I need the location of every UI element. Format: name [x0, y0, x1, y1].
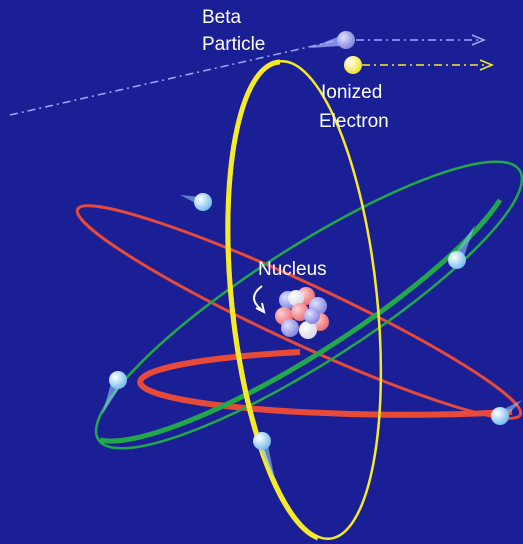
- nucleus: [253, 285, 329, 339]
- ionized-electron: [344, 56, 362, 74]
- electron: [448, 251, 466, 269]
- electrons: [102, 31, 522, 480]
- electron: [109, 371, 127, 389]
- labels: Beta Particle Ionized Electron Nucleus: [202, 7, 389, 280]
- green-orbit: [94, 160, 523, 450]
- nucleon: [281, 319, 299, 337]
- electron: [491, 407, 509, 425]
- label: Ionized: [321, 82, 382, 103]
- trajectories: [9, 34, 494, 116]
- orbits: [75, 59, 523, 541]
- nucleon: [304, 308, 320, 324]
- red-orbit-front: [137, 349, 513, 418]
- label: Electron: [319, 111, 389, 132]
- yellow-orbit-front: [225, 59, 319, 541]
- electron-arrow: [479, 59, 494, 71]
- beta-particle: [337, 31, 355, 49]
- beta-arrow: [471, 34, 486, 46]
- nucleon: [288, 290, 304, 306]
- nucleus-pointer: [253, 285, 263, 311]
- electron: [253, 432, 271, 450]
- electron-trail: [257, 440, 275, 480]
- label: Beta: [202, 7, 242, 28]
- beta-trail: [310, 36, 340, 48]
- red-orbit: [75, 204, 523, 420]
- label: Nucleus: [258, 259, 327, 280]
- label: Particle: [202, 34, 265, 55]
- electron: [194, 193, 212, 211]
- nucleon: [299, 321, 317, 339]
- nucleus-pointer-head: [255, 302, 266, 314]
- beta-path-in: [9, 40, 336, 116]
